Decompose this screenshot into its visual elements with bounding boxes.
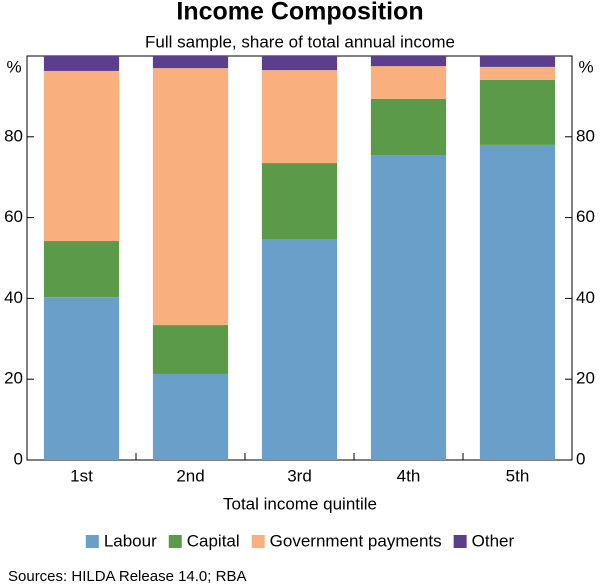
y2-tick-label: 40 — [576, 288, 595, 307]
x-axis-title: Total income quintile — [223, 494, 377, 513]
x-tick-label: 5th — [506, 466, 530, 485]
y-tick-label: 80 — [4, 126, 23, 145]
bar-segment — [261, 239, 338, 460]
bar-segment — [261, 56, 338, 71]
y2-tick-label: 60 — [576, 207, 595, 226]
bar-segment — [261, 70, 338, 164]
bar-segment — [479, 79, 556, 145]
chart-subtitle: Full sample, share of total annual incom… — [145, 32, 455, 51]
bar-segment — [152, 325, 229, 374]
x-tick-label: 1st — [70, 466, 93, 485]
y-tick-label: 40 — [4, 288, 23, 307]
legend-label: Capital — [187, 531, 240, 550]
y-tick-label: 0 — [14, 449, 23, 468]
y-tick-label: 20 — [4, 369, 23, 388]
x-tick-label: 2nd — [176, 466, 204, 485]
legend-swatch — [168, 535, 182, 548]
y-unit-left: % — [6, 57, 21, 76]
y2-tick-label: 0 — [576, 449, 585, 468]
y2-tick-label: 80 — [576, 126, 595, 145]
legend-label: Labour — [104, 531, 157, 550]
source-note: Sources: HILDA Release 14.0; RBA — [8, 568, 246, 585]
x-tick-label: 3rd — [287, 466, 312, 485]
bar-segment — [43, 56, 120, 71]
bar-segment — [261, 163, 338, 240]
bar-segment — [370, 98, 447, 155]
bar-segment — [370, 66, 447, 99]
y2-tick-label: 20 — [576, 369, 595, 388]
legend-label: Other — [472, 531, 515, 550]
bar-segment — [152, 56, 229, 69]
bar-segment — [479, 144, 556, 460]
y-unit-right: % — [578, 57, 593, 76]
chart-title: Income Composition — [176, 0, 423, 26]
bar-segment — [479, 66, 556, 80]
x-tick-label: 4th — [397, 466, 421, 485]
legend-swatch — [251, 535, 265, 548]
bar-segment — [370, 56, 447, 67]
y-tick-label: 60 — [4, 207, 23, 226]
bar-segment — [370, 154, 447, 461]
bar-segment — [43, 70, 120, 242]
legend-swatch — [85, 535, 99, 548]
bar-segment — [43, 297, 120, 460]
legend-swatch — [453, 535, 467, 548]
bar-segment — [479, 56, 556, 67]
legend-label: Government payments — [270, 531, 442, 550]
bar-segment — [43, 241, 120, 298]
bar-segment — [152, 68, 229, 326]
bar-segment — [152, 373, 229, 460]
